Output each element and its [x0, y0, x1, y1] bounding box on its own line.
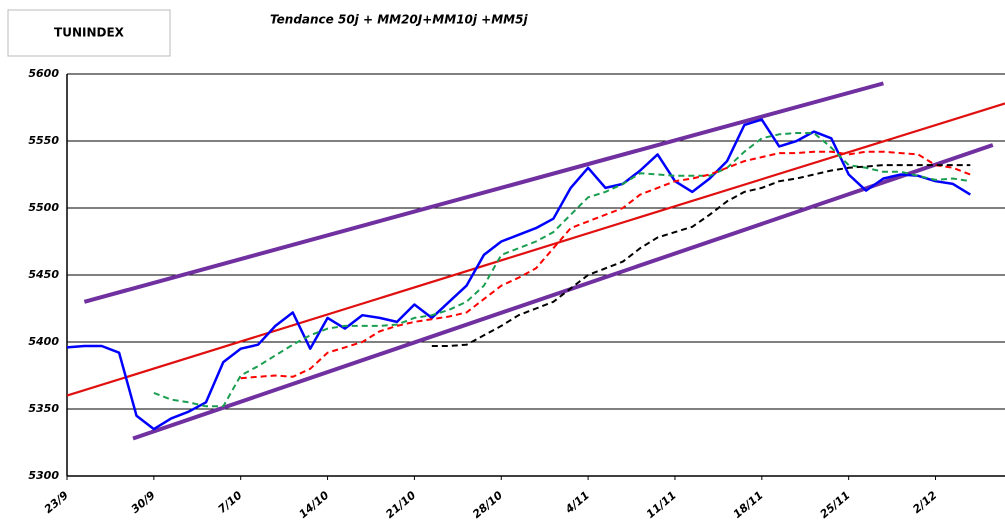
trend-line [132, 143, 994, 441]
x-tick-label: 23/9 [42, 488, 71, 516]
label-box [7, 9, 171, 57]
x-tick-label: 28/10 [470, 488, 505, 520]
chart-title: Tendance 50j + MM20J+MM10j +MM5j [270, 13, 528, 27]
x-tick-label: 2/12 [910, 488, 939, 516]
series-line [431, 164, 971, 347]
x-tick-label: 14/10 [297, 488, 332, 520]
x-tick-label: 30/9 [129, 488, 158, 516]
x-tick-label: 7/10 [216, 488, 245, 516]
series-line [240, 150, 971, 380]
x-tick-label: 4/11 [562, 489, 592, 517]
y-tick-label: 5550 [28, 134, 59, 147]
trend-line [66, 102, 1005, 397]
y-tick-label: 5600 [28, 67, 59, 80]
index-label: TUNINDEX [54, 26, 125, 40]
series-line [153, 132, 971, 408]
series-line [66, 118, 971, 431]
y-tick-label: 5400 [28, 335, 59, 348]
trend-line [83, 81, 884, 304]
x-tick-label: 21/10 [383, 488, 418, 520]
x-tick-label: 25/11 [818, 489, 853, 521]
y-tick-label: 5350 [28, 402, 59, 415]
y-tick-label: 5300 [28, 469, 59, 482]
y-tick-label: 5500 [28, 201, 59, 214]
x-tick-label: 11/11 [644, 489, 679, 521]
x-tick-label: 18/11 [731, 489, 766, 521]
y-tick-label: 5450 [28, 268, 59, 281]
